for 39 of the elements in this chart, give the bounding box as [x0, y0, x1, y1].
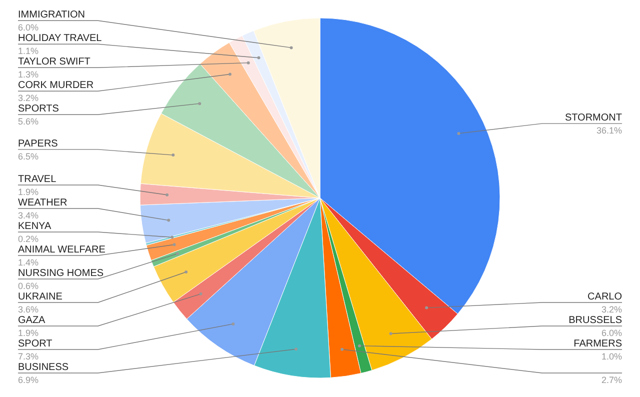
slice-label: TRAVEL: [18, 174, 57, 185]
data-label: 0.6%: [18, 281, 39, 291]
slice-label: CORK MURDER: [18, 80, 94, 92]
data-label: 6.0%: [601, 328, 622, 338]
data-label: 1.4%: [18, 258, 39, 268]
data-label: 1.3%: [18, 70, 39, 80]
data-label: 0.2%: [18, 234, 39, 244]
data-label: 1.1%: [18, 46, 39, 56]
data-label: 6.5%: [18, 151, 39, 162]
data-label: 1.9%: [18, 328, 39, 338]
slice-label: FARMERS: [574, 338, 622, 350]
data-label: 6.9%: [18, 375, 39, 385]
slice-label: GAZA: [18, 315, 46, 326]
data-label: 1.0%: [601, 352, 622, 362]
data-label: 1.9%: [18, 187, 39, 197]
slice-label: NURSING HOMES: [18, 268, 104, 279]
slice-label: BUSINESS: [18, 362, 69, 373]
slice-label: STORMONT: [564, 112, 622, 124]
data-label: 3.2%: [601, 304, 622, 314]
data-label: 36.1%: [596, 126, 622, 136]
slice-label: ANIMAL WELFARE: [18, 244, 106, 256]
data-label: 3.6%: [18, 304, 39, 314]
slice-label: UKRAINE: [18, 292, 63, 302]
slice-label: CARLO: [588, 292, 622, 302]
slice-label: PAPERS: [18, 138, 58, 150]
slice-label: IMMIGRATION: [18, 10, 86, 21]
slice-label: SPORT: [18, 338, 52, 350]
slice-label: BRUSSELS: [568, 315, 622, 326]
data-label: 3.2%: [18, 93, 39, 104]
data-label: 5.6%: [18, 116, 39, 127]
slice-label: TAYLOR SWIFT: [18, 56, 90, 68]
data-label: 3.4%: [18, 210, 39, 220]
data-label: 6.0%: [18, 22, 39, 33]
slice-label: KENYA: [18, 221, 52, 232]
slice-label: SPORTS: [18, 104, 60, 115]
data-label: 2.7%: [601, 375, 622, 385]
data-label: 7.3%: [18, 352, 39, 362]
slice-label: WEATHER: [18, 198, 68, 208]
slice-label: HOLIDAY TRAVEL: [18, 33, 102, 44]
